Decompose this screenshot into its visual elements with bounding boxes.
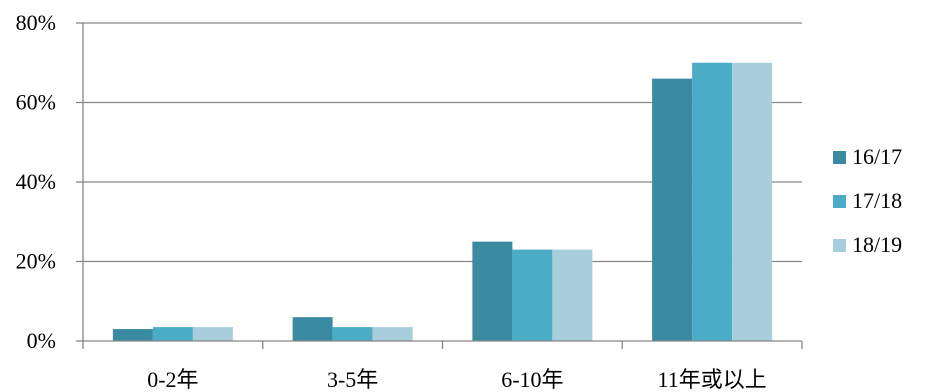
legend: 16/17 17/18 18/19 — [833, 144, 902, 257]
y-axis-tick-labels: 0% 20% 40% 60% 80% — [16, 10, 56, 353]
y-tick-label: 40% — [16, 169, 56, 194]
legend-swatch — [833, 195, 846, 208]
x-category-label: 6-10年 — [501, 367, 563, 392]
legend-label: 18/19 — [852, 232, 902, 257]
bars — [112, 62, 773, 342]
x-category-label: 0-2年 — [147, 367, 198, 392]
bar-18-19-0 — [192, 327, 233, 341]
x-axis — [76, 22, 803, 349]
legend-label: 17/18 — [852, 188, 902, 213]
bar-16-17-1 — [292, 317, 333, 341]
x-axis-category-labels: 0-2年 3-5年 6-10年 11年或以上 — [147, 367, 767, 392]
y-tick-label: 0% — [27, 328, 56, 353]
bar-16-17-3 — [652, 78, 693, 342]
bar-17-18-1 — [332, 327, 373, 341]
bar-18-19-2 — [552, 249, 593, 341]
x-category-label: 3-5年 — [327, 367, 378, 392]
bar-18-19-1 — [372, 327, 413, 341]
bar-17-18-3 — [692, 62, 733, 341]
bar-18-19-3 — [732, 62, 773, 341]
bar-16-17-0 — [112, 329, 153, 341]
bar-16-17-2 — [472, 241, 513, 341]
bar-17-18-2 — [512, 249, 553, 341]
legend-label: 16/17 — [852, 144, 902, 169]
legend-swatch — [833, 151, 846, 164]
x-category-label: 11年或以上 — [658, 367, 767, 392]
bar-17-18-0 — [152, 327, 193, 341]
y-tick-label: 60% — [16, 90, 56, 115]
legend-swatch — [833, 239, 846, 252]
y-tick-label: 20% — [16, 249, 56, 274]
y-tick-label: 80% — [16, 10, 56, 35]
